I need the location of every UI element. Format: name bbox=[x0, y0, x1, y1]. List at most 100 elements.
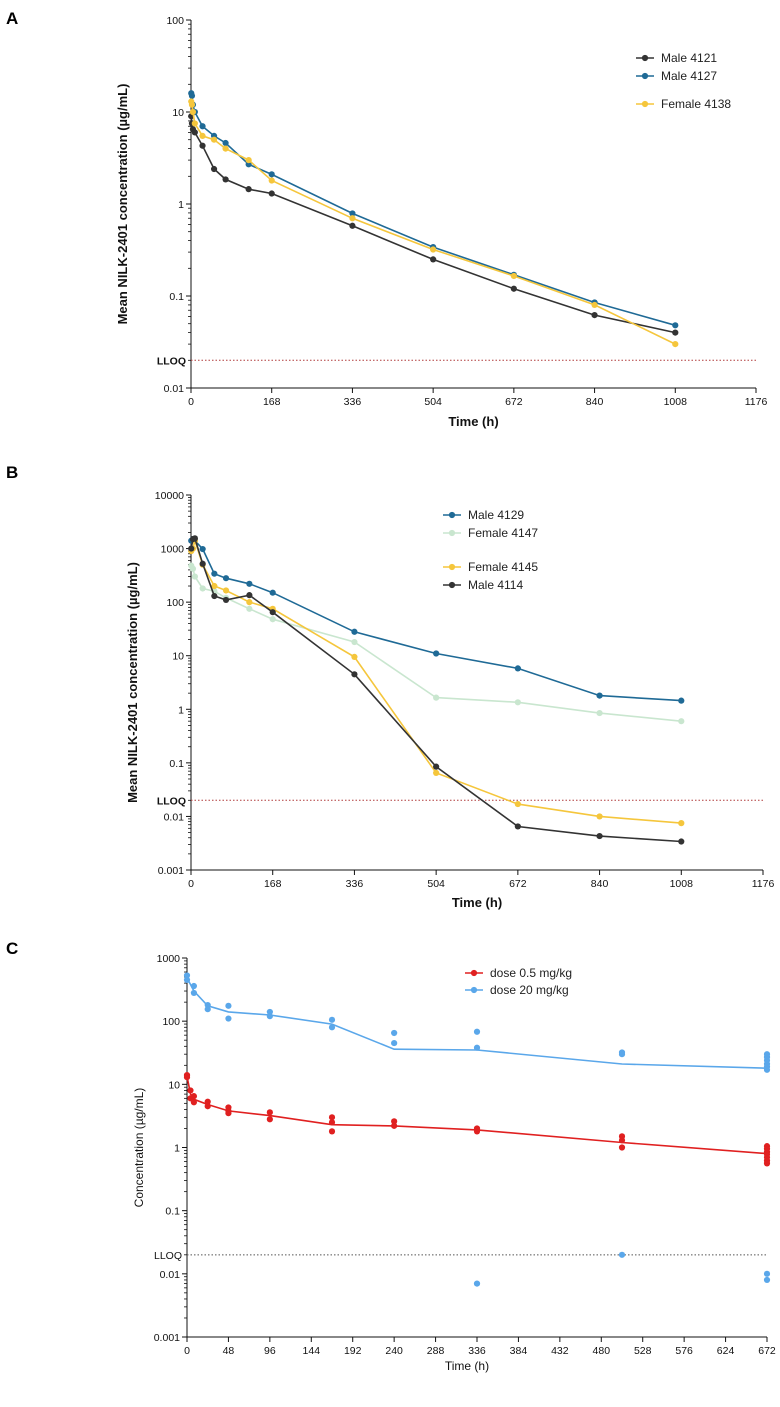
data-point bbox=[596, 692, 603, 699]
data-point bbox=[433, 694, 440, 701]
x-tick-label: 336 bbox=[344, 396, 362, 408]
y-axis-title: Concentration (µg/mL) bbox=[132, 1088, 146, 1208]
series-female-4145 bbox=[188, 537, 685, 827]
data-point bbox=[678, 718, 685, 725]
x-tick-label: 48 bbox=[223, 1345, 235, 1357]
data-point bbox=[473, 1128, 481, 1135]
y-tick-label: 1 bbox=[174, 1143, 180, 1155]
data-point bbox=[433, 763, 440, 770]
y-tick-label: 0.1 bbox=[169, 758, 184, 770]
x-tick-label: 1176 bbox=[745, 396, 768, 408]
x-tick-label: 0 bbox=[184, 1345, 190, 1357]
x-tick-label: 624 bbox=[717, 1345, 735, 1357]
lloq-label: LLOQ bbox=[157, 795, 186, 807]
data-point bbox=[349, 222, 356, 229]
data-point bbox=[763, 1160, 771, 1167]
x-tick-label: 288 bbox=[427, 1345, 445, 1357]
data-point bbox=[269, 616, 276, 623]
data-point bbox=[188, 92, 196, 99]
series-line bbox=[190, 101, 676, 345]
panel-letter: C bbox=[6, 939, 18, 958]
data-point bbox=[210, 136, 218, 143]
legend-item: dose 0.5 mg/kg bbox=[465, 966, 572, 980]
data-point bbox=[188, 545, 195, 552]
x-tick-label: 840 bbox=[591, 878, 609, 890]
data-point bbox=[246, 605, 253, 612]
data-point bbox=[596, 832, 603, 840]
data-point bbox=[211, 592, 218, 600]
x-tick-label: 576 bbox=[675, 1345, 693, 1357]
data-point bbox=[678, 697, 685, 704]
x-tick-label: 1008 bbox=[670, 878, 694, 890]
data-point bbox=[672, 341, 679, 348]
series-male-4129 bbox=[188, 536, 685, 704]
x-tick-label: 96 bbox=[264, 1345, 276, 1357]
series-female-4147 bbox=[188, 562, 685, 725]
data-point bbox=[514, 699, 521, 706]
series-line bbox=[190, 116, 676, 334]
data-point bbox=[591, 301, 598, 309]
legend-item: Male 4121 bbox=[636, 51, 717, 65]
x-tick-label: 432 bbox=[551, 1345, 569, 1357]
data-point bbox=[225, 1015, 232, 1022]
x-tick-label: 336 bbox=[346, 878, 364, 890]
legend-label: dose 0.5 mg/kg bbox=[490, 966, 572, 980]
data-point bbox=[618, 1137, 626, 1144]
series-male-4121 bbox=[188, 113, 679, 336]
x-tick-label: 504 bbox=[424, 396, 442, 408]
data-point bbox=[473, 1044, 481, 1051]
x-tick-label: 1008 bbox=[664, 396, 688, 408]
data-point bbox=[210, 165, 218, 173]
y-tick-label: 0.1 bbox=[165, 1206, 180, 1218]
legend-item: Male 4127 bbox=[636, 69, 717, 83]
series-line bbox=[190, 537, 682, 843]
data-point bbox=[245, 157, 252, 164]
data-point bbox=[391, 1029, 398, 1037]
legend-label: Female 4138 bbox=[661, 97, 731, 111]
data-point bbox=[183, 972, 191, 979]
data-point bbox=[596, 709, 603, 717]
data-point bbox=[211, 570, 218, 577]
data-point bbox=[199, 142, 206, 149]
fit-line bbox=[186, 1075, 768, 1155]
y-tick-label: 10 bbox=[172, 107, 184, 119]
y-tick-label: 10 bbox=[168, 1079, 180, 1091]
data-point bbox=[678, 820, 685, 827]
legend-item: Male 4114 bbox=[443, 578, 523, 592]
data-point bbox=[430, 246, 437, 253]
data-point bbox=[245, 186, 252, 193]
legend-swatch-marker bbox=[641, 100, 649, 108]
data-point bbox=[246, 580, 253, 587]
data-point bbox=[351, 638, 358, 646]
data-point bbox=[391, 1118, 398, 1125]
data-point bbox=[351, 628, 358, 635]
lloq-label: LLOQ bbox=[157, 355, 186, 367]
y-tick-label: 0.01 bbox=[164, 383, 185, 395]
data-point bbox=[266, 1109, 273, 1116]
y-tick-label: 0.01 bbox=[160, 1269, 181, 1281]
data-point bbox=[430, 256, 437, 263]
data-point bbox=[187, 1087, 194, 1094]
data-point bbox=[183, 1074, 191, 1081]
data-point bbox=[190, 982, 198, 990]
fit-line bbox=[186, 977, 768, 1069]
series-male-4127 bbox=[188, 90, 679, 329]
data-point bbox=[328, 1119, 336, 1126]
data-point bbox=[204, 1103, 211, 1110]
data-point bbox=[596, 813, 603, 820]
data-point bbox=[618, 1144, 626, 1151]
series-dose-20-mg-kg bbox=[183, 972, 771, 1287]
data-point bbox=[268, 171, 275, 178]
data-point bbox=[246, 599, 253, 606]
data-point bbox=[763, 1066, 771, 1073]
series-line bbox=[190, 92, 676, 327]
data-point bbox=[199, 585, 206, 592]
y-axis-title: Mean NILK-2401 concentration (µg/mL) bbox=[125, 562, 140, 803]
lloq-label: LLOQ bbox=[154, 1250, 182, 1262]
data-point bbox=[199, 560, 206, 567]
series-dose-0-5-mg-kg bbox=[183, 1072, 771, 1167]
data-point bbox=[514, 665, 521, 672]
y-tick-label: 1000 bbox=[157, 953, 181, 965]
data-point bbox=[188, 101, 196, 108]
